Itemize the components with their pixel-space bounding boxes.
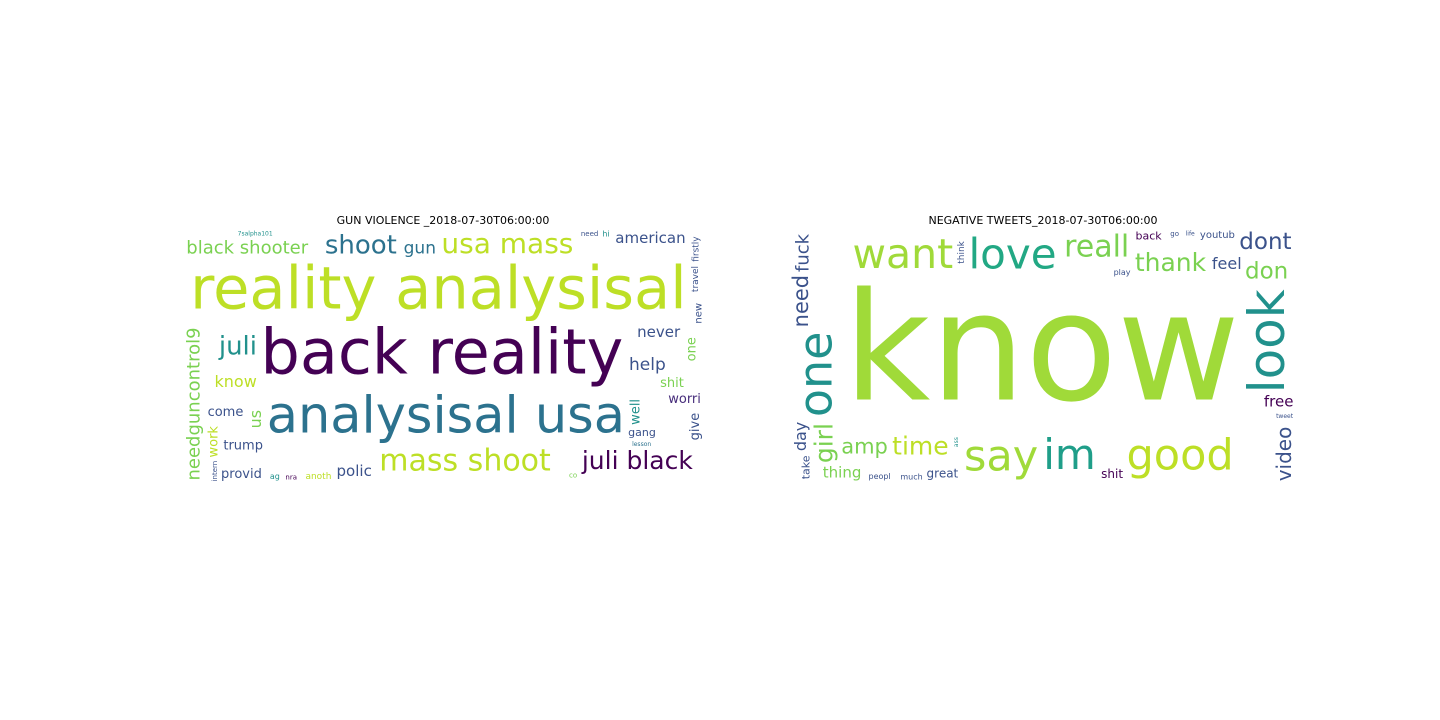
word: look [1238,289,1296,393]
word: thank [1135,248,1207,277]
word: day [791,422,810,451]
word: mass shoot [379,444,551,479]
word: well [629,399,644,425]
word: needguncontrol9 [184,327,205,480]
word: us [246,410,265,428]
word: gun [404,238,436,258]
word: think [957,240,967,263]
word: know [215,372,257,391]
word: american [615,230,685,247]
word: need [581,230,599,238]
word: hi [602,230,609,238]
word: shit [660,376,684,391]
word: time [892,431,948,460]
word: anoth [305,472,331,482]
word: black shooter [186,238,308,259]
word: shit [1101,467,1123,481]
wordcloud-canvas: back reality reality analysisal analysisal… [182,230,704,482]
word: love [969,230,1057,278]
word: ass [953,437,960,447]
word: juli [218,332,257,362]
word: good [1126,430,1233,480]
word: shoot [325,230,397,260]
word: intern [211,461,219,482]
word: feel [1212,254,1242,273]
word: work [206,426,221,458]
chart-title: NEGATIVE TWEETS_2018-07-30T06:00:00 [928,214,1158,227]
word: travel [691,266,701,292]
word: worri [668,392,701,407]
word: one [685,337,700,361]
word: reall [1064,230,1129,264]
word: want [853,230,954,278]
word: don [1245,259,1288,285]
word: great [927,467,959,481]
word: give [688,413,703,441]
word: one [790,331,842,417]
word: reality analysisal [190,254,686,323]
word: dont [1239,230,1291,255]
word: need [790,275,813,327]
word: polic [337,462,372,480]
word: know [844,262,1240,436]
word: 7salpha101 [238,231,273,238]
word: juli black [581,446,694,475]
word: new [693,303,704,324]
word: amp [841,435,888,459]
word: life [1186,231,1195,238]
word: much [900,472,922,481]
word: video [1272,427,1296,482]
word: ag [270,472,280,481]
wordcloud-canvas: know love im one want say look good reall time nee… [790,230,1296,482]
word: say [964,432,1038,482]
word: lesson [632,441,651,448]
word: never [637,323,681,341]
word: gang [628,426,656,439]
word: girl [810,423,839,463]
word: tweet [1276,413,1294,420]
word: peopl [869,472,891,481]
word: take [799,455,812,479]
word: analysisal usa [267,387,625,446]
word: back [1135,230,1162,242]
word: thing [823,464,862,482]
word: trump [223,439,263,454]
chart-title: GUN VIOLENCE _2018-07-30T06:00:00 [336,214,550,227]
word: fuck [793,233,814,272]
word: play [1114,268,1131,277]
word: provid [221,467,262,482]
word: im [1043,430,1096,479]
word: come [208,405,244,420]
word: free [1264,392,1294,410]
word: help [629,355,666,375]
word: co [569,472,577,480]
word: back reality [261,316,624,389]
word: youtub [1200,230,1235,241]
word: firstly [691,236,701,262]
word: go [1170,230,1179,238]
word: nra [285,473,297,481]
word: usa mass [441,230,573,260]
